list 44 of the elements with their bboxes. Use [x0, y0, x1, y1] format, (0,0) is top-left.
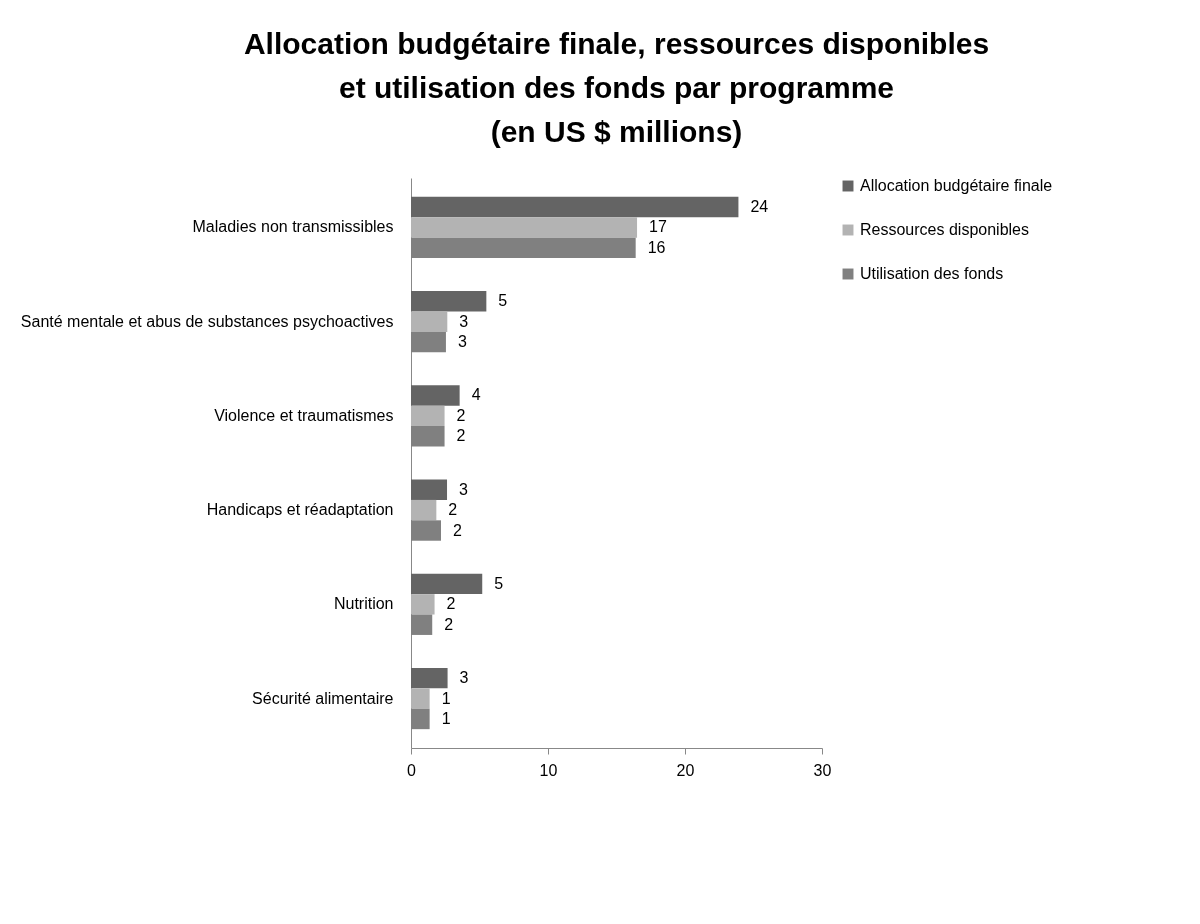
- data-label: 2: [444, 615, 454, 633]
- data-label: 16: [647, 238, 666, 256]
- x-tick-label: 10: [539, 761, 558, 779]
- bar: [411, 291, 487, 312]
- bar: [411, 217, 638, 238]
- legend-label: Utilisation des fonds: [860, 265, 1004, 282]
- bar: [411, 688, 430, 709]
- bar: [411, 311, 448, 332]
- data-label: 2: [453, 521, 462, 539]
- data-label: 2: [456, 427, 466, 445]
- data-label: 1: [441, 709, 451, 727]
- data-label: 3: [459, 480, 469, 498]
- data-label: 5: [498, 292, 508, 310]
- bar: [411, 573, 483, 595]
- y-tick-label: Violence et traumatismes: [214, 406, 394, 424]
- data-label: 1: [441, 689, 451, 707]
- x-tick-label: 30: [813, 761, 832, 779]
- y-tick-label: Nutrition: [333, 595, 394, 613]
- data-label: 24: [750, 198, 769, 216]
- legend-label: Ressources disponibles: [860, 221, 1029, 238]
- data-label: 2: [456, 406, 466, 424]
- y-tick-label: Sécurité alimentaire: [252, 689, 394, 707]
- data-label: 3: [459, 669, 469, 687]
- y-tick-label: Maladies non transmissibles: [192, 218, 394, 236]
- bar: [411, 667, 448, 689]
- y-tick-label: Santé mentale et abus de substances psychoactives: [20, 312, 394, 330]
- x-tick-label: 0: [407, 761, 417, 779]
- bar: [411, 499, 437, 521]
- data-label: 17: [649, 218, 667, 236]
- bar: [411, 405, 445, 427]
- bar: [411, 385, 460, 406]
- data-label: 3: [459, 312, 469, 330]
- bar: [411, 479, 448, 500]
- data-label: 2: [446, 595, 456, 613]
- bar: [411, 196, 739, 218]
- x-tick-label: 20: [676, 761, 695, 779]
- bar: [411, 594, 435, 615]
- chart-title: Allocation budgétaire finale, ressources disponibles et utilisation des fonds par programme (en US $ millions): [243, 27, 990, 148]
- data-label: 4: [471, 386, 481, 404]
- data-label: 5: [494, 574, 504, 592]
- y-tick-label: Handicaps et réadaptation: [206, 501, 394, 519]
- data-label: 3: [457, 333, 467, 351]
- data-label: 2: [448, 501, 458, 519]
- legend-label: Allocation budgétaire finale: [860, 177, 1053, 194]
